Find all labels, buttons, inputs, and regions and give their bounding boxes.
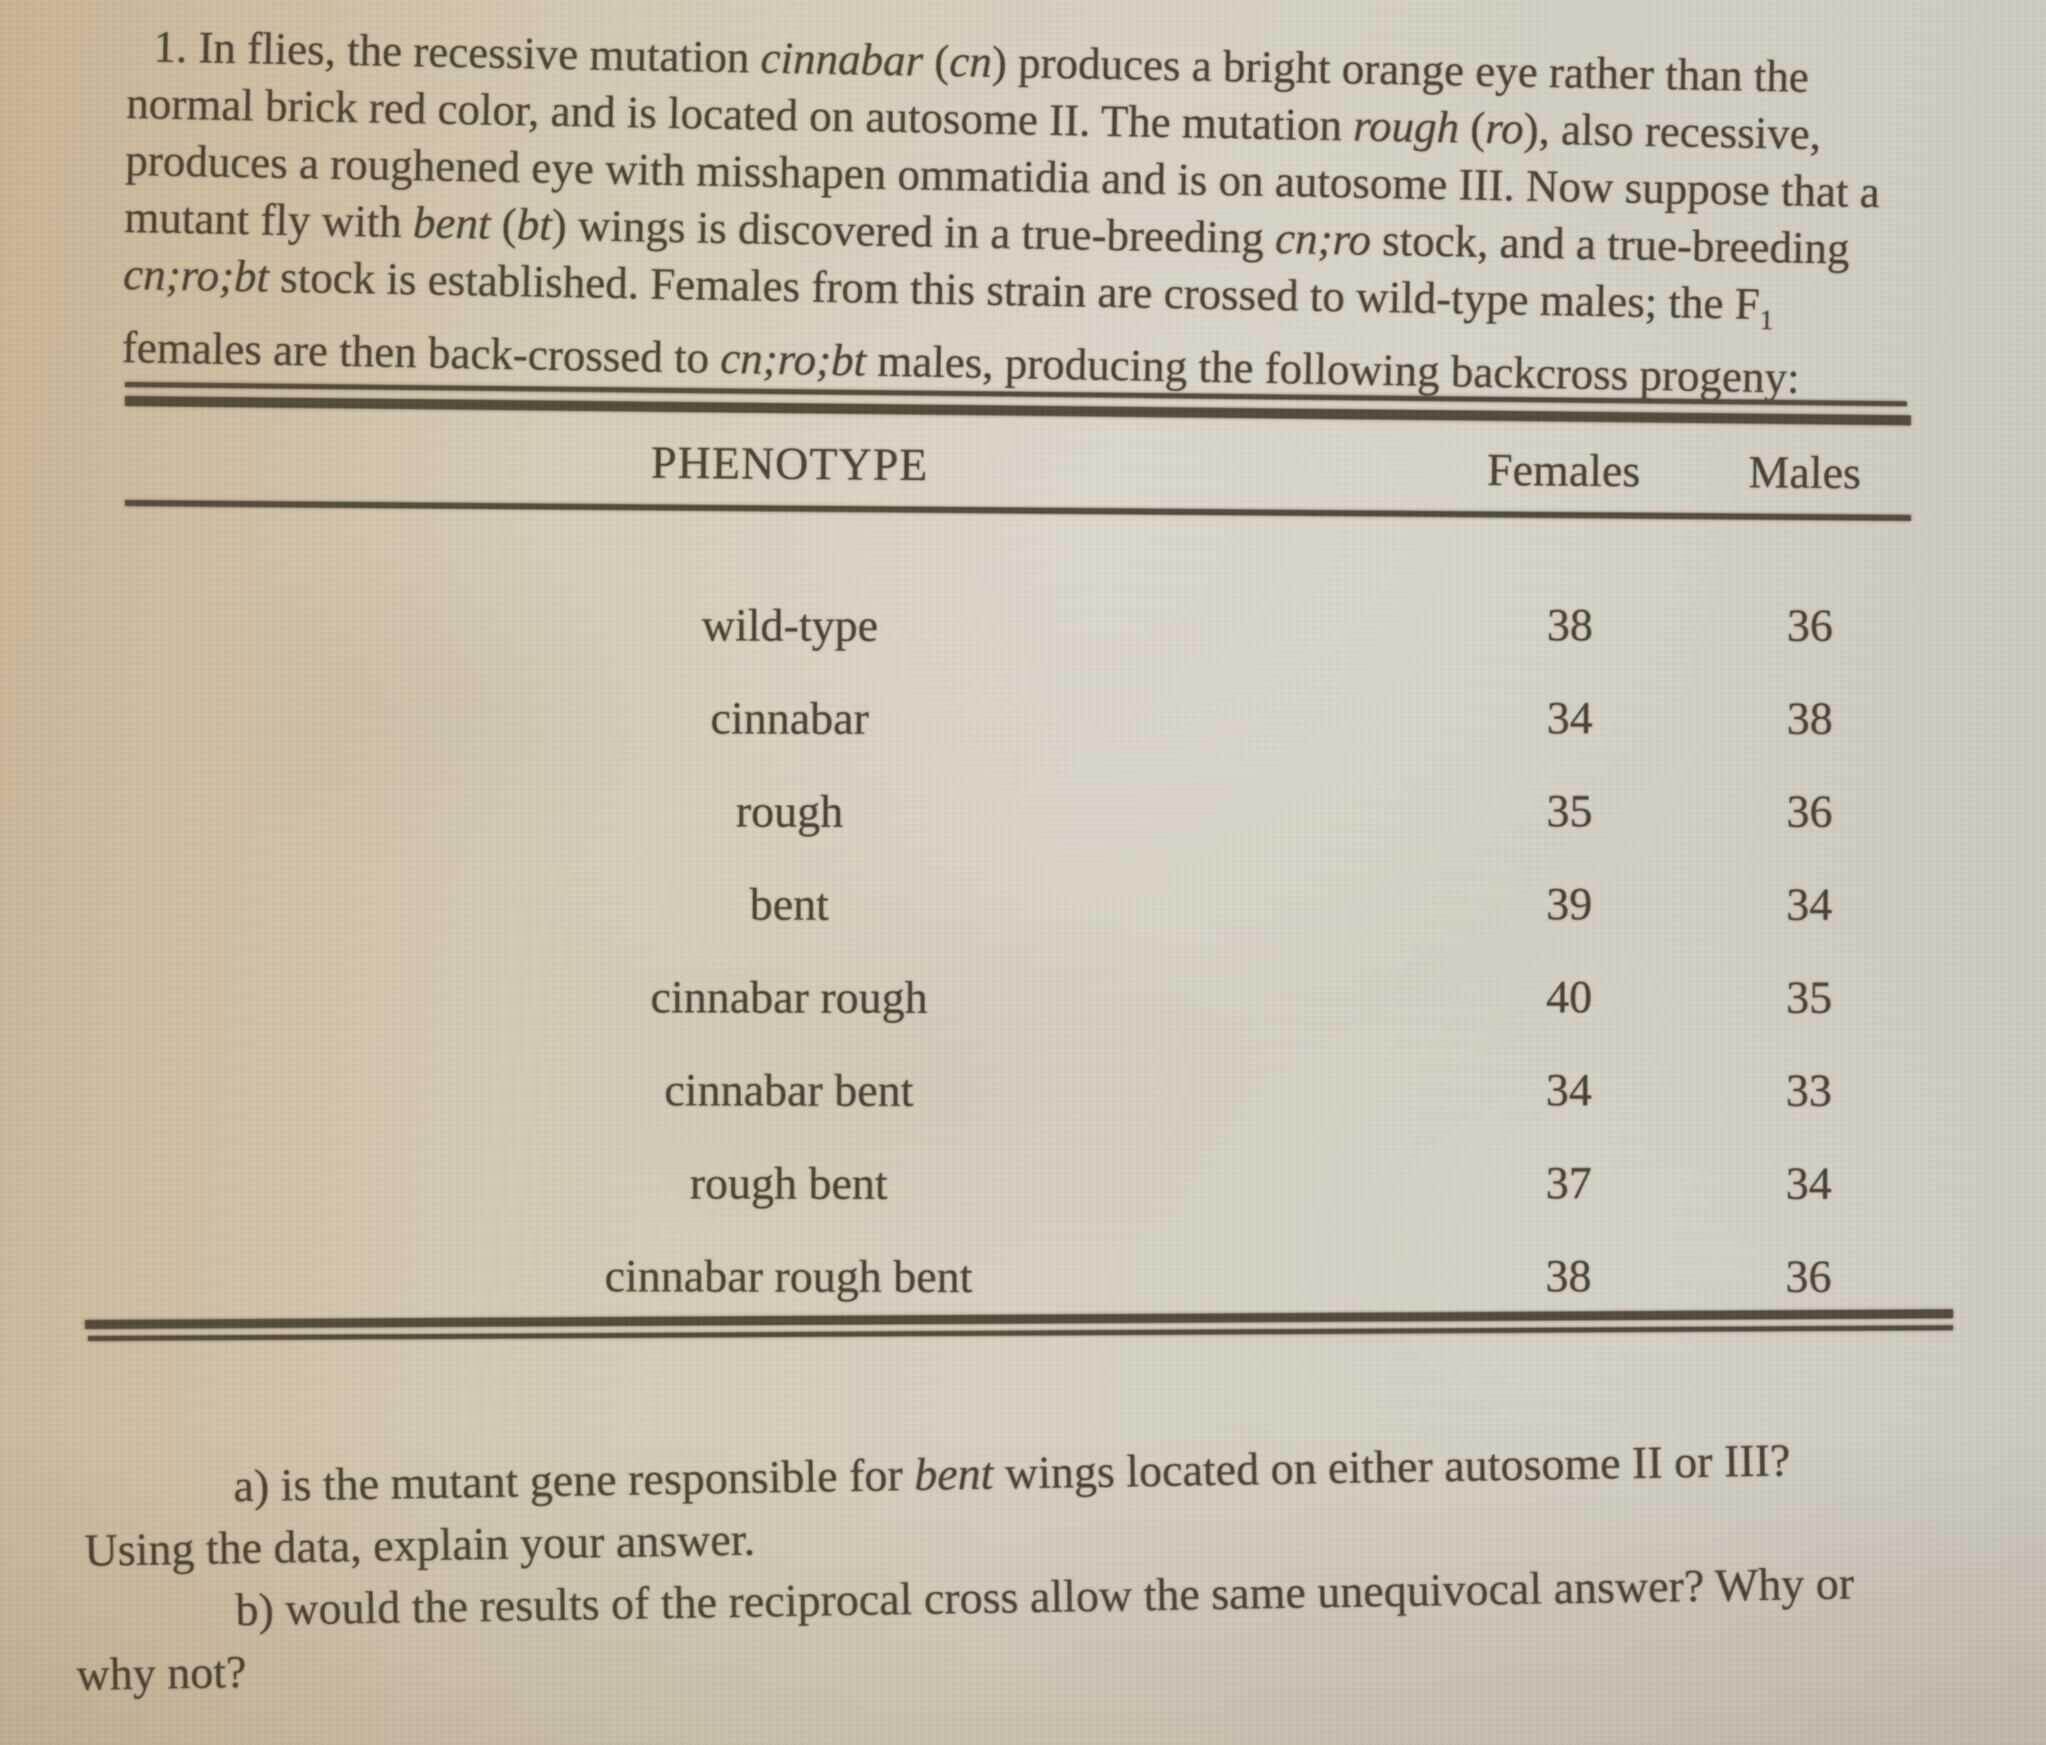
males-count-cell: 36 xyxy=(1786,599,1833,651)
females-count-cell: 35 xyxy=(1546,785,1593,837)
males-count-cell: 34 xyxy=(1786,878,1833,930)
males-count-cell: 36 xyxy=(1786,785,1833,837)
females-count-cell: 38 xyxy=(1545,1250,1592,1302)
phenotype-cell: cinnabar xyxy=(710,692,869,744)
phenotype-cell: wild-type xyxy=(701,599,879,651)
table-row: wild-type 38 36 xyxy=(0,585,2046,682)
phenotype-cell: bent xyxy=(749,878,829,930)
phenotype-cell: rough bent xyxy=(689,1157,888,1209)
table-row: bent 39 34 xyxy=(0,864,2045,961)
females-count-cell: 34 xyxy=(1546,692,1593,744)
males-count-cell: 36 xyxy=(1785,1250,1832,1302)
phenotype-cell: cinnabar rough bent xyxy=(604,1250,973,1303)
column-header-males: Males xyxy=(1748,446,1862,499)
phenotype-cell: rough xyxy=(735,785,844,837)
table-body: wild-type 38 36 cinnabar 34 38 rough 35 36 bent 39… xyxy=(0,585,2046,1333)
table-row: cinnabar 34 38 xyxy=(0,678,2046,775)
females-count-cell: 34 xyxy=(1545,1064,1592,1116)
males-count-cell: 33 xyxy=(1785,1064,1832,1116)
phenotype-cell: cinnabar bent xyxy=(664,1064,914,1116)
table-header-row: PHENOTYPE Females Males xyxy=(0,430,2046,508)
males-count-cell: 38 xyxy=(1786,692,1833,744)
females-count-cell: 39 xyxy=(1546,878,1593,930)
column-header-phenotype: PHENOTYPE xyxy=(650,436,929,491)
column-header-females: Females xyxy=(1486,443,1641,497)
females-count-cell: 38 xyxy=(1546,599,1593,651)
problem-statement: 1. In flies, the recessive mutation cinn… xyxy=(121,18,1882,408)
table-row: cinnabar bent 34 33 xyxy=(0,1050,2045,1147)
table-row: cinnabar rough 40 35 xyxy=(0,957,2045,1054)
females-count-cell: 37 xyxy=(1545,1157,1592,1209)
table-row: rough 35 36 xyxy=(0,771,2046,868)
phenotype-cell: cinnabar rough xyxy=(650,971,928,1023)
males-count-cell: 34 xyxy=(1785,1157,1832,1209)
table-row: rough bent 37 34 xyxy=(0,1143,2045,1240)
females-count-cell: 40 xyxy=(1546,971,1593,1023)
questions-block: a) is the mutant gene responsible for be… xyxy=(68,1428,1856,1706)
males-count-cell: 35 xyxy=(1786,971,1833,1023)
